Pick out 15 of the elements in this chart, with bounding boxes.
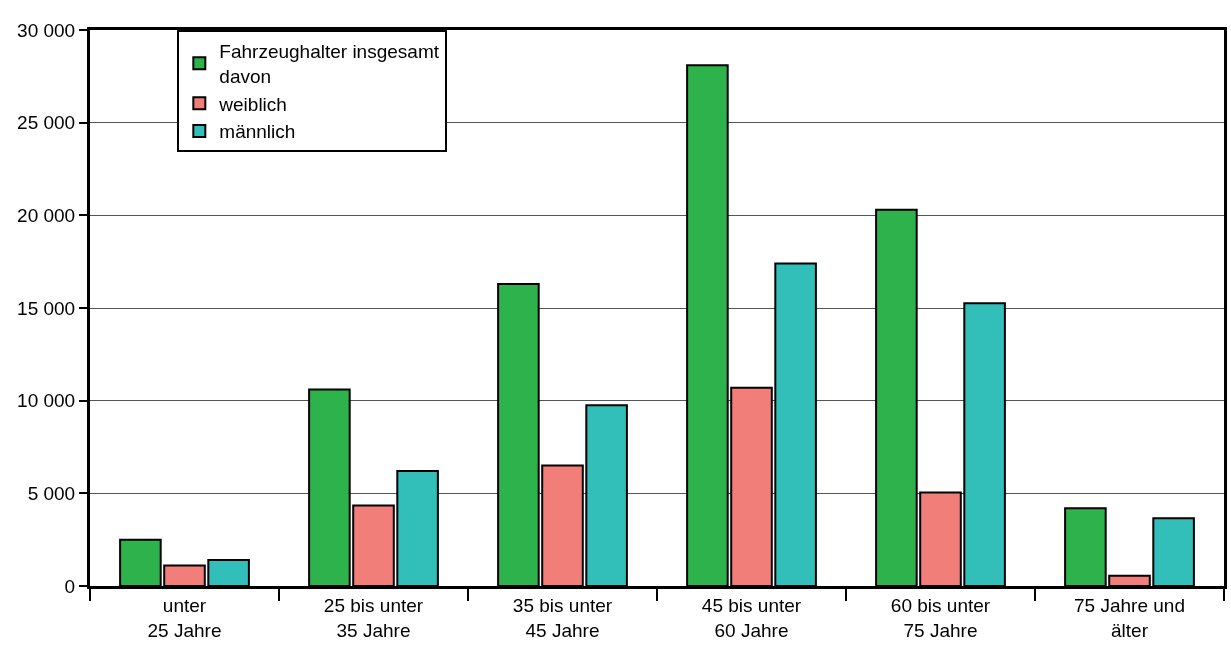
- x-tick-label: 35 bis unter 45 Jahre: [512, 594, 613, 641]
- y-tick-label: 30 000: [17, 19, 76, 41]
- y-tick-label: 20 000: [17, 204, 76, 226]
- x-tick-label: 60 bis unter 75 Jahre: [890, 594, 991, 641]
- x-tick-label: unter 25 Jahre: [147, 594, 222, 641]
- y-tick-label: 25 000: [17, 112, 76, 134]
- x-tick-label: 45 bis unter 60 Jahre: [701, 594, 802, 641]
- y-tick-label: 15 000: [17, 297, 76, 319]
- x-tick-label: 75 Jahre und älter: [1074, 594, 1185, 641]
- y-tick-label: 0: [64, 575, 76, 597]
- legend-label: männlich: [219, 121, 296, 143]
- y-tick-label: 10 000: [17, 390, 76, 412]
- y-tick-label: 5 000: [27, 482, 76, 504]
- x-tick-label: 25 bis unter 35 Jahre: [323, 594, 424, 641]
- legend-label: weiblich: [218, 93, 287, 115]
